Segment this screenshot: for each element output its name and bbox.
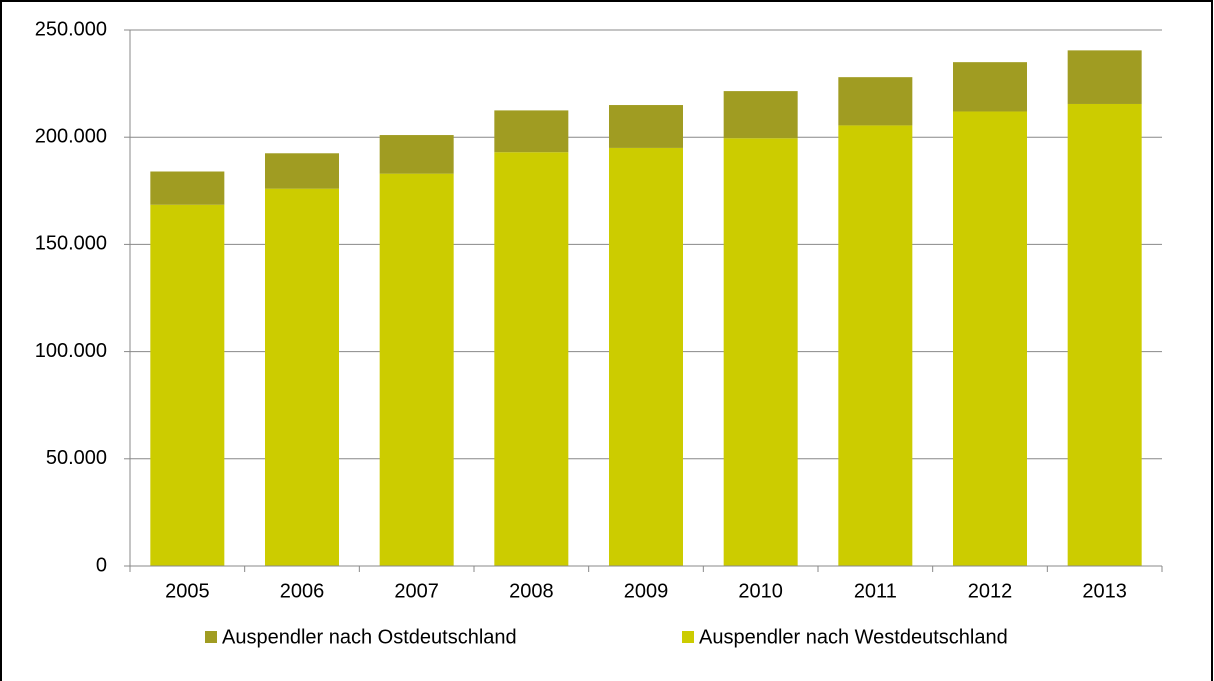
- bar-segment: [379, 135, 454, 174]
- x-tick-label: 2010: [738, 580, 783, 602]
- bar-segment: [150, 204, 225, 566]
- bar-segment: [609, 105, 683, 148]
- x-tick-label: 2005: [165, 580, 210, 602]
- bar-segment: [838, 77, 913, 126]
- x-tick-label: 2008: [509, 580, 554, 602]
- bar-segment: [265, 153, 339, 189]
- x-tick-label: 2013: [1082, 580, 1127, 602]
- bar-segment: [953, 62, 1027, 112]
- legend-swatch: [205, 631, 217, 643]
- bar-segment: [838, 125, 913, 567]
- bar-segment: [494, 152, 569, 566]
- x-tick-label: 2006: [280, 580, 325, 602]
- x-tick-label: 2011: [854, 580, 897, 602]
- y-tick-label: 0: [96, 554, 107, 576]
- bar-segment: [494, 110, 569, 153]
- bar-segment: [953, 111, 1027, 567]
- bar-segment: [609, 147, 683, 567]
- bar-segment: [150, 171, 225, 205]
- y-tick-label: 100.000: [35, 340, 107, 362]
- bar-segment: [1067, 103, 1142, 566]
- y-tick-label: 50.000: [46, 447, 107, 469]
- x-tick-label: 2012: [968, 580, 1013, 602]
- bar-segment: [265, 188, 339, 566]
- x-tick-label: 2009: [624, 580, 669, 602]
- legend-label: Auspendler nach Westdeutschland: [699, 626, 1008, 648]
- y-tick-label: 200.000: [35, 125, 107, 147]
- legend-swatch: [682, 631, 694, 643]
- bar-segment: [723, 138, 798, 566]
- x-tick-label: 2007: [394, 580, 439, 602]
- legend-label: Auspendler nach Ostdeutschland: [222, 626, 517, 648]
- bar-segment: [379, 173, 454, 566]
- bar-segment: [723, 91, 798, 139]
- y-tick-label: 250.000: [35, 18, 107, 40]
- y-tick-label: 150.000: [35, 233, 107, 255]
- bar-segment: [1067, 50, 1142, 104]
